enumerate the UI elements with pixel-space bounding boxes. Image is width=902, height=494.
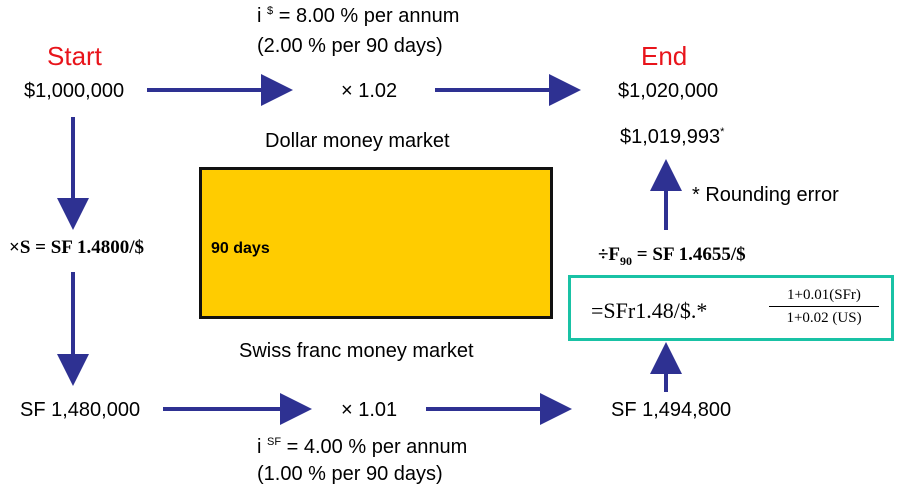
formula-fraction: 1+0.01(SFr) 1+0.02 (US) bbox=[769, 287, 879, 327]
spot-rate-label: ×S = SF 1.4800/$ bbox=[9, 237, 144, 258]
formula-main: =SFr1.48/$.* bbox=[591, 298, 708, 323]
sf-rate-superscript: SF bbox=[267, 436, 282, 448]
forward-prefix: ÷F bbox=[598, 244, 621, 265]
footnote-mark: * bbox=[720, 126, 725, 138]
period-box-label: 90 days bbox=[211, 240, 270, 257]
swiss-market-label: Swiss franc money market bbox=[239, 340, 474, 362]
period-box: 90 days bbox=[199, 167, 553, 319]
sf-interest-rate: i SF = 4.00 % per annum bbox=[257, 436, 468, 458]
start-amount: $1,000,000 bbox=[24, 80, 125, 102]
rounding-note: * Rounding error bbox=[692, 184, 839, 206]
alt-end-value: $1,019,993 bbox=[620, 126, 721, 148]
rate-currency-superscript: $ bbox=[267, 5, 274, 17]
alt-end-amount: $1,019,993* bbox=[620, 126, 725, 148]
formula-box: =SFr1.48/$.* 1+0.01(SFr) 1+0.02 (US) bbox=[568, 275, 894, 341]
sf-multiplier: × 1.01 bbox=[341, 399, 398, 421]
forward-subscript: 90 bbox=[620, 253, 633, 268]
dollar-market-label: Dollar money market bbox=[265, 130, 450, 152]
sf-rate-text: = 4.00 % per annum bbox=[286, 436, 468, 458]
sf-end-amount: SF 1,494,800 bbox=[611, 399, 732, 421]
sf-rate-period: (1.00 % per 90 days) bbox=[257, 463, 443, 485]
sf-start-amount: SF 1,480,000 bbox=[20, 399, 141, 421]
start-label: Start bbox=[47, 41, 102, 71]
end-label: End bbox=[641, 41, 688, 71]
sf-rate-prefix: i bbox=[257, 436, 262, 458]
end-amount: $1,020,000 bbox=[618, 80, 719, 102]
rate-text: = 8.00 % per annum bbox=[278, 5, 460, 27]
dollar-interest-rate: i $ = 8.00 % per annum bbox=[257, 5, 460, 27]
forward-suffix: = SF 1.4655/$ bbox=[632, 244, 746, 265]
dollar-multiplier: × 1.02 bbox=[341, 80, 398, 102]
rate-prefix: i bbox=[257, 5, 262, 27]
formula-numerator: 1+0.01(SFr) bbox=[769, 287, 879, 307]
dollar-rate-period: (2.00 % per 90 days) bbox=[257, 35, 443, 57]
formula-denominator: 1+0.02 (US) bbox=[786, 310, 862, 326]
forward-rate-label: ÷F90 = SF 1.4655/$ bbox=[598, 245, 746, 267]
